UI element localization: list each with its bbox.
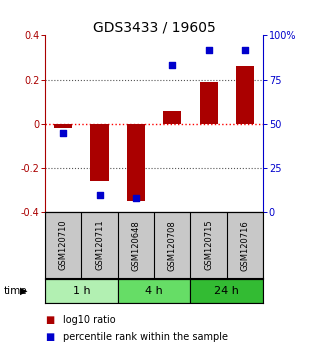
- Bar: [236, 66, 254, 124]
- Text: 4 h: 4 h: [145, 286, 163, 296]
- Title: GDS3433 / 19605: GDS3433 / 19605: [93, 20, 215, 34]
- Bar: [54, 124, 72, 128]
- Text: time: time: [3, 286, 27, 296]
- Bar: [45, 279, 118, 303]
- Point: [97, 192, 102, 198]
- Text: GSM120711: GSM120711: [95, 220, 104, 270]
- Point: [206, 47, 211, 52]
- Point: [242, 47, 247, 52]
- Text: GSM120716: GSM120716: [240, 220, 249, 270]
- Bar: [200, 82, 218, 124]
- Bar: [118, 279, 190, 303]
- Text: 1 h: 1 h: [73, 286, 90, 296]
- Bar: [190, 279, 263, 303]
- Text: 24 h: 24 h: [214, 286, 239, 296]
- Text: percentile rank within the sample: percentile rank within the sample: [63, 332, 228, 342]
- Text: ■: ■: [45, 315, 54, 325]
- Point: [170, 63, 175, 68]
- Text: GSM120710: GSM120710: [59, 220, 68, 270]
- Text: ■: ■: [45, 332, 54, 342]
- Point: [61, 130, 66, 136]
- Text: log10 ratio: log10 ratio: [63, 315, 115, 325]
- Text: GSM120648: GSM120648: [131, 220, 140, 270]
- Point: [133, 195, 138, 201]
- Bar: [127, 124, 145, 201]
- Text: GSM120708: GSM120708: [168, 220, 177, 270]
- Text: GSM120715: GSM120715: [204, 220, 213, 270]
- Bar: [163, 110, 181, 124]
- Text: ▶: ▶: [20, 286, 28, 296]
- Bar: [91, 124, 108, 181]
